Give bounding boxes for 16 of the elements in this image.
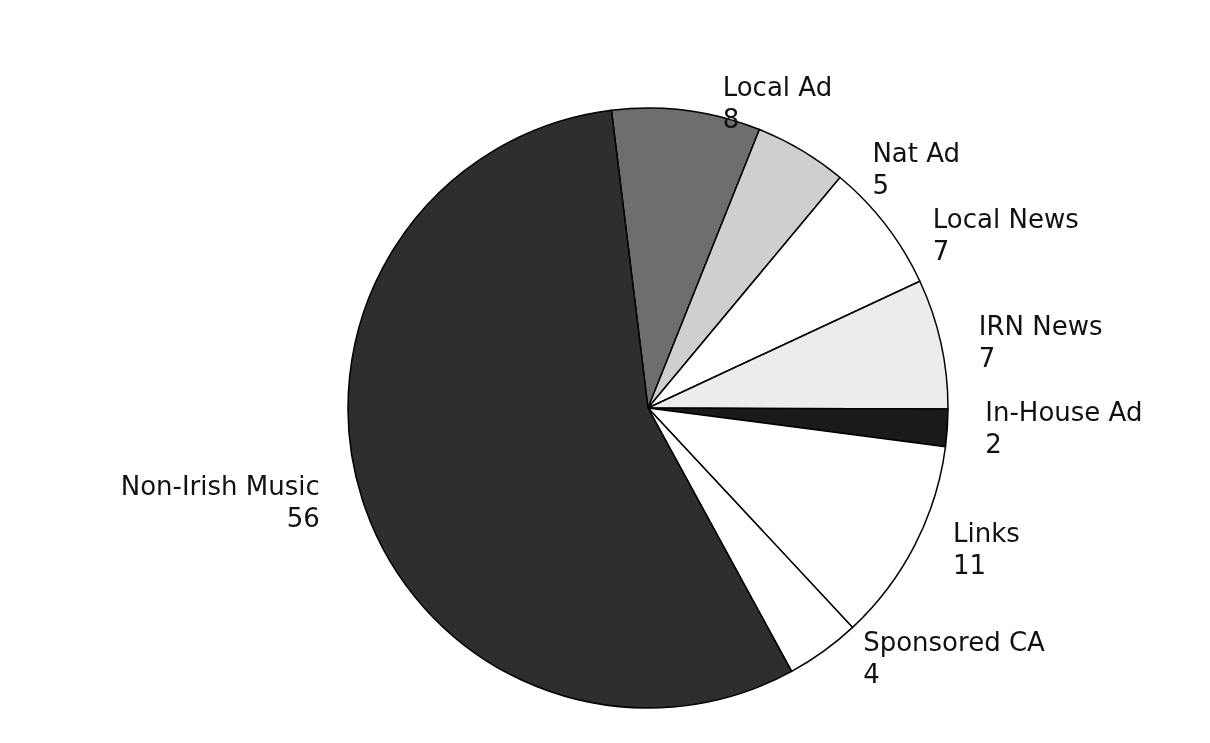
- data-label: 4: [863, 658, 880, 689]
- slice-label: Links: [953, 517, 1020, 548]
- data-label: 2: [985, 429, 1002, 460]
- data-label: 5: [872, 169, 889, 200]
- slice-label: Local Ad: [722, 71, 833, 102]
- data-label: 56: [286, 503, 320, 534]
- slice-label: Sponsored CA: [863, 626, 1046, 657]
- slice-label: IRN News: [978, 310, 1103, 341]
- slice-label: In-House Ad: [985, 397, 1143, 428]
- slice-label: Non-Irish Music: [120, 471, 320, 502]
- data-label: 11: [953, 549, 987, 580]
- data-label: 8: [722, 103, 740, 134]
- data-label: 7: [978, 342, 996, 373]
- slice-label: Local News: [932, 203, 1079, 234]
- slice-label: Nat Ad: [872, 137, 961, 168]
- data-label: 7: [932, 235, 950, 266]
